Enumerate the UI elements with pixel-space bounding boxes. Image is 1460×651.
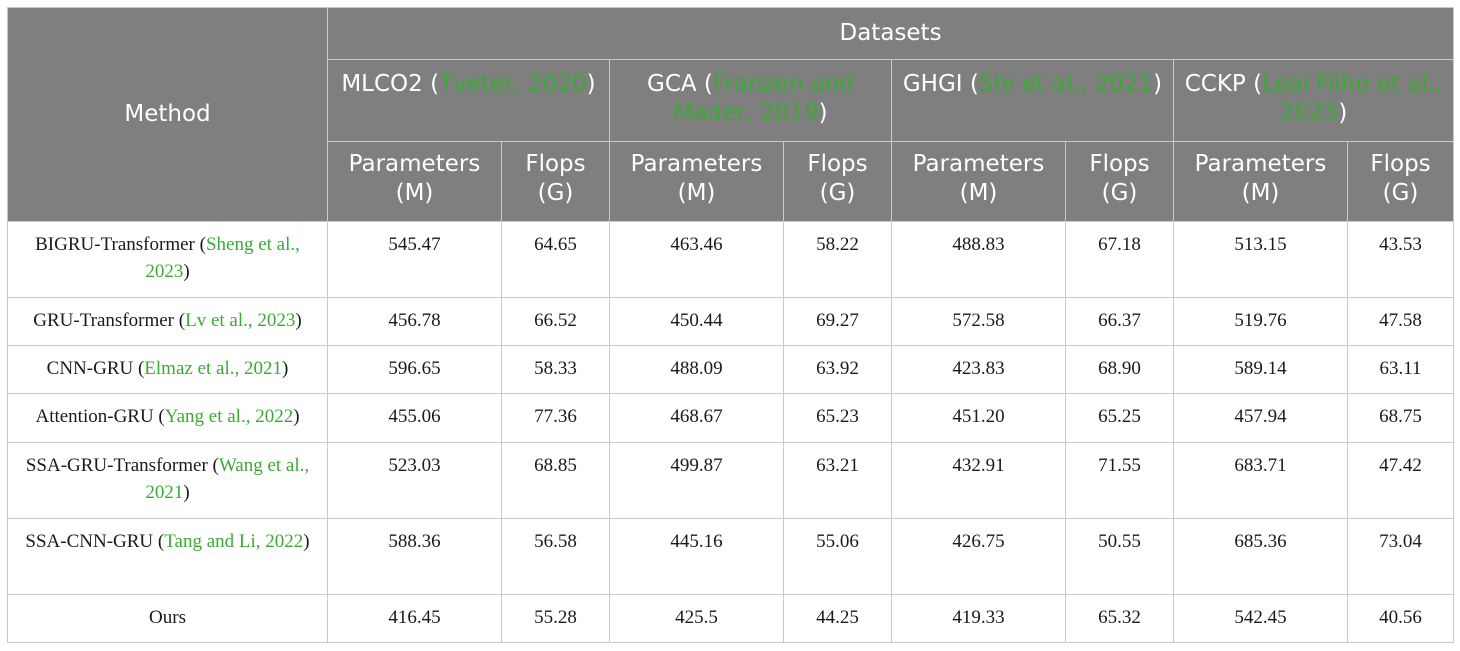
flops-header: Flops (G)	[1065, 141, 1174, 222]
table-row: CNN-GRU (Elmaz et al., 2021) 596.65 58.33 4…	[7, 345, 1455, 395]
flops-cell: 73.04	[1346, 517, 1455, 595]
method-cell: Ours	[7, 593, 328, 644]
method-citation: Elmaz et al., 2021	[144, 358, 283, 380]
dataset-citation: Franzen and Mader, 2019	[673, 71, 854, 126]
table-row: SSA-CNN-GRU (Tang and Li, 2022) 588.36 56.…	[7, 517, 1455, 595]
method-cell: SSA-GRU-Transformer (Wang et al., 2021)	[7, 441, 328, 519]
flops-cell: 44.25	[783, 593, 892, 644]
params-cell: 523.03	[327, 441, 502, 519]
method-citation: Lv et al., 2023	[185, 310, 296, 332]
params-cell: 451.20	[891, 393, 1066, 443]
params-cell: 513.15	[1173, 220, 1348, 299]
flops-header: Flops (G)	[501, 141, 610, 222]
flops-cell: 77.36	[501, 393, 610, 443]
method-cell: Attention-GRU (Yang et al., 2022)	[7, 393, 328, 443]
flops-cell: 58.33	[501, 345, 610, 395]
params-cell: 423.83	[891, 345, 1066, 395]
params-header: Parameters (M)	[1173, 141, 1348, 222]
params-cell: 488.83	[891, 220, 1066, 299]
dataset-citation: Leal Filho et al., 2023	[1262, 71, 1443, 126]
params-cell: 425.5	[609, 593, 784, 644]
dataset-header: GHGI (Shi et al., 2021)	[891, 59, 1174, 142]
params-cell: 455.06	[327, 393, 502, 443]
method-cell: GRU-Transformer (Lv et al., 2023)	[7, 297, 328, 347]
table-row: Attention-GRU (Yang et al., 2022) 455.06 7…	[7, 393, 1455, 443]
params-cell: 572.58	[891, 297, 1066, 347]
flops-cell: 50.55	[1065, 517, 1174, 595]
flops-cell: 64.65	[501, 220, 610, 299]
params-cell: 519.76	[1173, 297, 1348, 347]
flops-header: Flops (G)	[783, 141, 892, 222]
params-cell: 499.87	[609, 441, 784, 519]
flops-cell: 65.23	[783, 393, 892, 443]
dataset-header: GCA (Franzen and Mader, 2019)	[609, 59, 892, 142]
flops-cell: 68.85	[501, 441, 610, 519]
flops-cell: 55.28	[501, 593, 610, 644]
params-cell: 450.44	[609, 297, 784, 347]
params-cell: 588.36	[327, 517, 502, 595]
flops-header: Flops (G)	[1346, 141, 1455, 222]
params-cell: 463.46	[609, 220, 784, 299]
method-citation: Sheng et al., 2023	[145, 234, 300, 282]
method-header: Method	[7, 7, 328, 222]
dataset-header: CCKP (Leal Filho et al., 2023)	[1172, 59, 1455, 142]
params-cell: 445.16	[609, 517, 784, 595]
method-citation: Tang and Li, 2022	[164, 530, 304, 552]
params-cell: 416.45	[327, 593, 502, 644]
params-cell: 426.75	[891, 517, 1066, 595]
params-cell: 589.14	[1173, 345, 1348, 395]
flops-cell: 63.11	[1346, 345, 1455, 395]
flops-cell: 40.56	[1346, 593, 1455, 644]
table-body: BIGRU-Transformer (Sheng et al., 2023) 54…	[7, 220, 1455, 644]
flops-cell: 63.21	[783, 441, 892, 519]
flops-cell: 55.06	[783, 517, 892, 595]
flops-cell: 66.52	[501, 297, 610, 347]
table-row: Ours 416.45 55.28 425.5 44.25 419.33 65.32 542.…	[7, 593, 1455, 644]
flops-cell: 65.32	[1065, 593, 1174, 644]
params-cell: 432.91	[891, 441, 1066, 519]
flops-cell: 68.90	[1065, 345, 1174, 395]
method-citation: Wang et al., 2021	[145, 454, 310, 503]
flops-cell: 43.53	[1346, 220, 1455, 299]
params-cell: 685.36	[1173, 517, 1348, 595]
params-cell: 457.94	[1173, 393, 1348, 443]
table-row: SSA-GRU-Transformer (Wang et al., 2021) 5…	[7, 441, 1455, 519]
datasets-header: Datasets	[326, 7, 1455, 60]
params-header: Parameters (M)	[891, 141, 1066, 222]
params-cell: 488.09	[609, 345, 784, 395]
dataset-header: MLCO2 (Tveter, 2020)	[327, 59, 610, 142]
params-cell: 683.71	[1173, 441, 1348, 519]
flops-cell: 56.58	[501, 517, 610, 595]
dataset-citation: Tveter, 2020	[439, 71, 587, 97]
flops-cell: 47.58	[1346, 297, 1455, 347]
flops-cell: 71.55	[1065, 441, 1174, 519]
flops-cell: 58.22	[783, 220, 892, 299]
params-cell: 596.65	[327, 345, 502, 395]
results-table: Method Datasets MLCO2 (Tveter, 2020) GCA…	[7, 7, 1455, 644]
params-header: Parameters (M)	[609, 141, 784, 222]
table-row: BIGRU-Transformer (Sheng et al., 2023) 54…	[7, 220, 1455, 299]
flops-cell: 65.25	[1065, 393, 1174, 443]
flops-cell: 47.42	[1346, 441, 1455, 519]
dataset-citation: Shi et al., 2021	[978, 71, 1154, 97]
flops-cell: 68.75	[1346, 393, 1455, 443]
flops-cell: 63.92	[783, 345, 892, 395]
method-cell: SSA-CNN-GRU (Tang and Li, 2022)	[7, 517, 328, 595]
params-cell: 456.78	[327, 297, 502, 347]
params-header: Parameters (M)	[327, 141, 502, 222]
method-citation: Yang et al., 2022	[164, 406, 294, 428]
params-cell: 545.47	[327, 220, 502, 299]
method-cell: BIGRU-Transformer (Sheng et al., 2023)	[7, 220, 328, 299]
params-cell: 468.67	[609, 393, 784, 443]
flops-cell: 69.27	[783, 297, 892, 347]
table-row: GRU-Transformer (Lv et al., 2023) 456.78 6…	[7, 297, 1455, 347]
method-cell: CNN-GRU (Elmaz et al., 2021)	[7, 345, 328, 395]
flops-cell: 67.18	[1065, 220, 1174, 299]
params-cell: 542.45	[1173, 593, 1348, 644]
flops-cell: 66.37	[1065, 297, 1174, 347]
params-cell: 419.33	[891, 593, 1066, 644]
